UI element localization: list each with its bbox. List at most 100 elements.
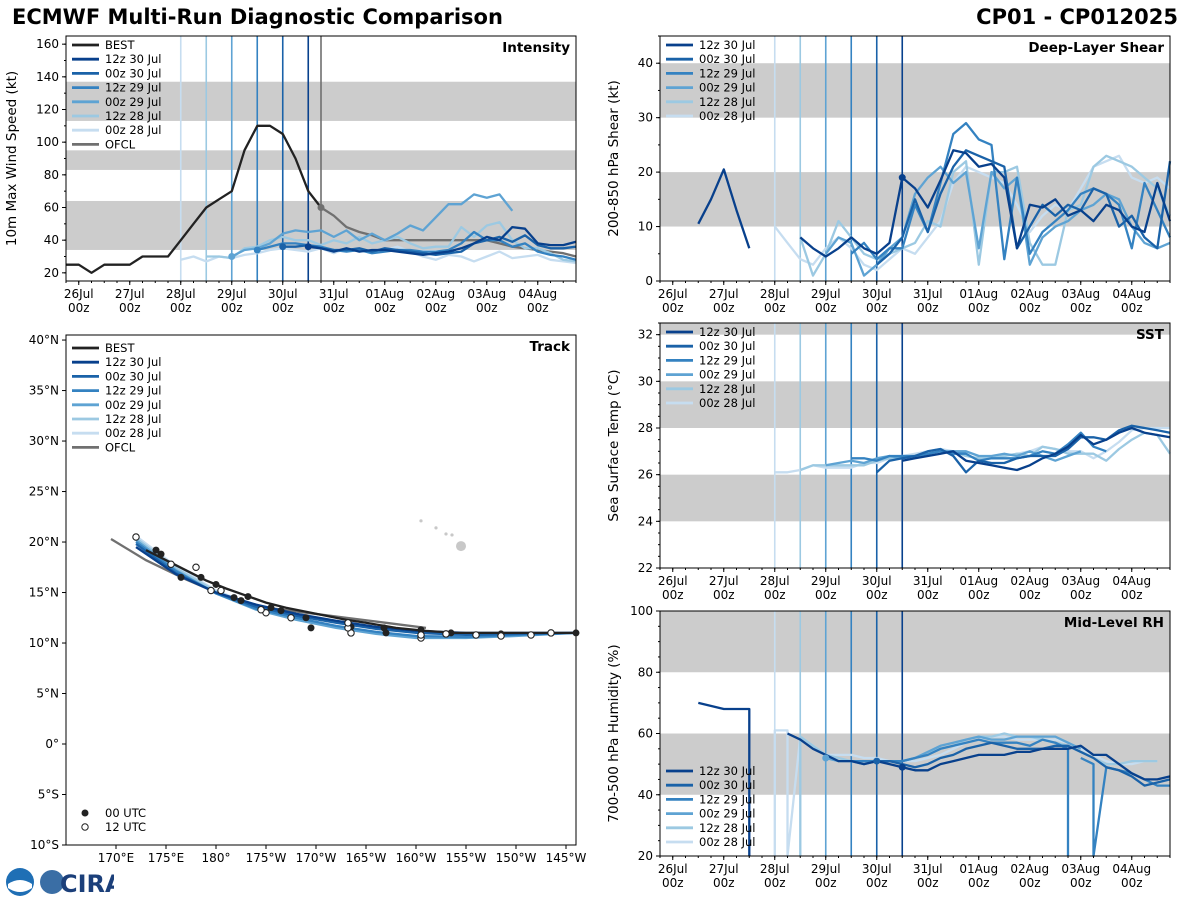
intensity-legend-label: 00z 28 Jul [105,123,162,137]
rh-xtick-label: 27Jul [709,862,739,876]
sst-legend-label: 12z 30 Jul [699,325,756,339]
track-point-00utc [157,550,165,558]
track-legend-label: 12z 28 Jul [105,412,162,426]
shear-xtick-label: 00z [764,301,786,315]
shear-series-12z-28-jul [799,154,1172,277]
shear-marker-12z-30-jul [898,174,906,182]
track-ytick-label: 10°N [29,636,59,650]
track-xtick-label: 180° [202,851,231,865]
shear-xtick-label: 26Jul [658,287,688,301]
sst-xtick-label: 00z [866,588,888,602]
sst-xtick-label: 03Aug [1061,574,1100,588]
shear-series-00z-29-jul [824,165,1171,277]
track-ytick-label: 10°S [30,838,59,852]
sst-legend-label: 00z 30 Jul [699,339,756,353]
intensity-legend-label: 12z 29 Jul [105,81,162,95]
intensity-ytick-label: 40 [44,233,59,247]
track-legend2-swatch-12utc [81,823,89,831]
rh-xtick-label: 28Jul [760,862,790,876]
track-point-00utc [152,546,160,554]
rh-legend-label: 00z 28 Jul [699,835,756,849]
intensity-ytick-label: 80 [44,168,59,182]
rh-ytick-label: 80 [638,665,653,679]
track-island-1 [444,532,448,536]
rh-ytick-label: 20 [638,849,653,863]
intensity-chart: 2040608010012014016026Jul00z27Jul00z28Ju… [4,35,577,315]
intensity-xtick-label: 00z [374,301,396,315]
rh-ytick-label: 60 [638,727,653,741]
track-xtick-label: 155°W [446,851,487,865]
sst-xtick-label: 00z [662,588,684,602]
sst-xtick-label: 00z [1019,588,1041,602]
track-point-00utc [244,593,252,601]
track-legend-label: 00z 30 Jul [105,369,162,383]
intensity-xtick-label: 00z [221,301,243,315]
shear-xtick-label: 00z [1121,301,1143,315]
intensity-marker-12z-29-jul [253,246,261,254]
shear-xtick-label: 00z [815,301,837,315]
intensity-xtick-label: 00z [170,301,192,315]
shear-xtick-label: 01Aug [959,287,998,301]
track-point-12utc [527,631,535,639]
intensity-xtick-label: 27Jul [115,287,145,301]
intensity-xtick-label: 04Aug [518,287,557,301]
shear-xtick-label: 29Jul [811,287,841,301]
intensity-legend-label: 00z 30 Jul [105,66,162,80]
sst-band-2 [660,323,1170,335]
intensity-xtick-label: 28Jul [166,287,196,301]
intensity-ytick-label: 160 [36,37,59,51]
track-legend-label: 00z 29 Jul [105,398,162,412]
sst-legend-label: 12z 28 Jul [699,382,756,396]
rh-series-12z-30-jul [698,701,1171,856]
rh-legend-label: 00z 29 Jul [699,807,756,821]
intensity-series-00z-29-jul [231,193,514,258]
logo-text: CIRA [60,870,114,898]
shear-legend-label: 12z 29 Jul [699,66,756,80]
sst-chart: 22242628303226Jul00z27Jul00z28Jul00z29Ju… [606,322,1171,602]
rh-xtick-label: 00z [1019,876,1041,890]
shear-legend-label: 00z 28 Jul [699,109,756,123]
sst-legend-label: 00z 28 Jul [699,396,756,410]
rh-xtick-label: 29Jul [811,862,841,876]
track-point-12utc [472,631,480,639]
rh-legend-label: 12z 28 Jul [699,821,756,835]
track-point-00utc [302,614,310,622]
storm-id: CP01 - CP012025 [976,5,1178,29]
track-point-12utc [167,560,175,568]
shear-series-12z-30-jul [697,149,1172,258]
rh-ytick-label: 100 [630,604,653,618]
shear-legend-label: 00z 29 Jul [699,81,756,95]
sst-ytick-label: 22 [638,561,653,575]
rh-band-1 [660,611,1170,673]
intensity-xtick-label: 00z [425,301,447,315]
intensity-xtick-label: 00z [323,301,345,315]
rh-marker-12z-30-jul [898,763,906,771]
intensity-ytick-label: 20 [44,266,59,280]
sst-ytick-label: 26 [638,468,653,482]
rh-xtick-label: 00z [1121,876,1143,890]
track-point-00utc [237,597,245,605]
track-legend2-label: 00 UTC [105,806,146,820]
track-xtick-label: 175°E [148,851,185,865]
page-title: ECMWF Multi-Run Diagnostic Comparison [12,5,503,29]
globe-icon [40,870,64,894]
intensity-xtick-label: 01Aug [365,287,404,301]
shear-ytick-label: 20 [638,165,653,179]
rh-legend-label: 12z 29 Jul [699,792,756,806]
track-point-12utc [287,614,295,622]
rh-xtick-label: 00z [968,876,990,890]
intensity-ytick-label: 100 [36,135,59,149]
shear-xtick-label: 00z [1019,301,1041,315]
shear-xtick-label: 30Jul [862,287,892,301]
intensity-xtick-label: 02Aug [416,287,455,301]
rh-xtick-label: 00z [713,876,735,890]
intensity-xtick-label: 03Aug [467,287,506,301]
shear-xtick-label: 27Jul [709,287,739,301]
sst-band-0 [660,474,1170,522]
sst-xtick-label: 26Jul [658,574,688,588]
rh-band-0 [660,733,1170,795]
track-legend2-label: 12 UTC [105,820,146,834]
sst-xtick-label: 00z [968,588,990,602]
shear-legend-label: 00z 30 Jul [699,52,756,66]
rh-xtick-label: 01Aug [959,862,998,876]
